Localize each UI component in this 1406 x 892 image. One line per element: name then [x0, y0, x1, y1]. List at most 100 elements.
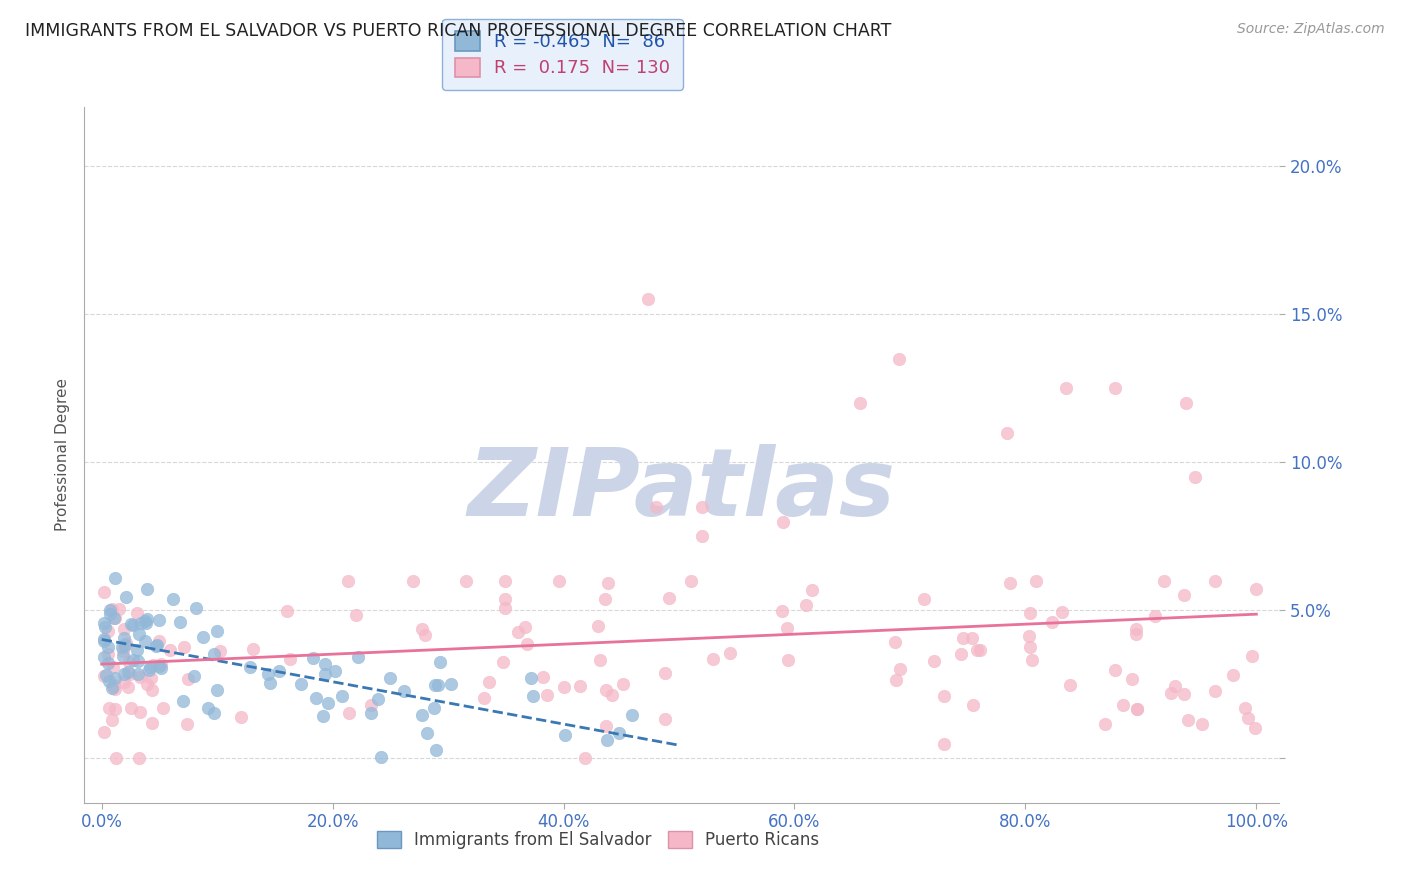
Point	[429, 655, 451, 669]
Point	[515, 620, 537, 634]
Point	[100, 714, 122, 728]
Point	[690, 500, 713, 514]
Point	[411, 622, 433, 636]
Point	[120, 666, 142, 681]
Point	[553, 680, 575, 694]
Point	[312, 709, 335, 723]
Point	[536, 688, 558, 702]
Point	[259, 675, 281, 690]
Legend: Immigrants from El Salvador, Puerto Ricans: Immigrants from El Salvador, Puerto Rica…	[370, 822, 827, 857]
Point	[114, 638, 136, 652]
Point	[93, 615, 115, 630]
Point	[360, 706, 382, 720]
Point	[690, 529, 713, 543]
Point	[325, 665, 347, 679]
Point	[93, 634, 115, 648]
Text: ZIPatlas: ZIPatlas	[468, 443, 896, 536]
Point	[645, 500, 668, 514]
Point	[569, 679, 592, 693]
Text: IMMIGRANTS FROM EL SALVADOR VS PUERTO RICAN PROFESSIONAL DEGREE CORRELATION CHAR: IMMIGRANTS FROM EL SALVADOR VS PUERTO RI…	[25, 22, 891, 40]
Point	[1143, 609, 1166, 624]
Point	[242, 642, 264, 657]
Point	[922, 654, 945, 668]
Point	[93, 725, 115, 739]
Point	[122, 618, 145, 632]
Point	[122, 653, 145, 667]
Point	[1243, 721, 1265, 735]
Point	[1241, 648, 1264, 663]
Point	[848, 396, 870, 410]
Point	[104, 571, 127, 585]
Point	[120, 701, 142, 715]
Point	[1236, 711, 1258, 725]
Point	[94, 668, 117, 682]
Point	[136, 582, 159, 596]
Point	[141, 682, 163, 697]
Point	[1121, 672, 1143, 686]
Point	[494, 601, 516, 615]
Point	[134, 634, 156, 648]
Point	[1153, 574, 1175, 588]
Point	[654, 712, 676, 726]
Point	[912, 591, 935, 606]
Point	[508, 625, 530, 640]
Point	[97, 624, 120, 638]
Point	[93, 632, 115, 646]
Point	[1164, 679, 1187, 693]
Point	[367, 691, 389, 706]
Point	[1125, 623, 1147, 637]
Point	[778, 653, 800, 667]
Point	[360, 698, 382, 712]
Y-axis label: Professional Degree: Professional Degree	[55, 378, 70, 532]
Point	[176, 717, 198, 731]
Point	[1040, 615, 1063, 630]
Point	[1018, 640, 1040, 655]
Point	[593, 591, 616, 606]
Point	[995, 425, 1018, 440]
Point	[135, 615, 157, 630]
Point	[1173, 687, 1195, 701]
Point	[104, 681, 127, 696]
Point	[370, 749, 392, 764]
Point	[98, 701, 121, 715]
Point	[150, 657, 173, 672]
Point	[112, 623, 135, 637]
Point	[135, 612, 157, 626]
Point	[120, 616, 142, 631]
Point	[612, 677, 634, 691]
Point	[129, 705, 152, 719]
Point	[1104, 663, 1126, 677]
Point	[314, 667, 336, 681]
Point	[586, 619, 609, 633]
Point	[177, 672, 200, 686]
Point	[111, 640, 134, 654]
Point	[960, 631, 983, 645]
Point	[128, 751, 150, 765]
Point	[138, 663, 160, 677]
Point	[229, 710, 252, 724]
Point	[595, 718, 617, 732]
Point	[1050, 605, 1073, 619]
Point	[637, 293, 659, 307]
Point	[103, 677, 125, 691]
Point	[1191, 717, 1213, 731]
Point	[1126, 702, 1149, 716]
Point	[950, 648, 973, 662]
Point	[184, 601, 207, 615]
Point	[97, 673, 120, 688]
Text: Source: ZipAtlas.com: Source: ZipAtlas.com	[1237, 22, 1385, 37]
Point	[337, 706, 360, 721]
Point	[952, 632, 974, 646]
Point	[141, 715, 163, 730]
Point	[142, 658, 165, 673]
Point	[127, 655, 149, 669]
Point	[239, 660, 262, 674]
Point	[998, 575, 1021, 590]
Point	[305, 690, 328, 705]
Point	[202, 706, 225, 721]
Point	[208, 644, 231, 658]
Point	[1204, 574, 1226, 588]
Point	[134, 614, 156, 628]
Point	[718, 646, 741, 660]
Point	[801, 582, 824, 597]
